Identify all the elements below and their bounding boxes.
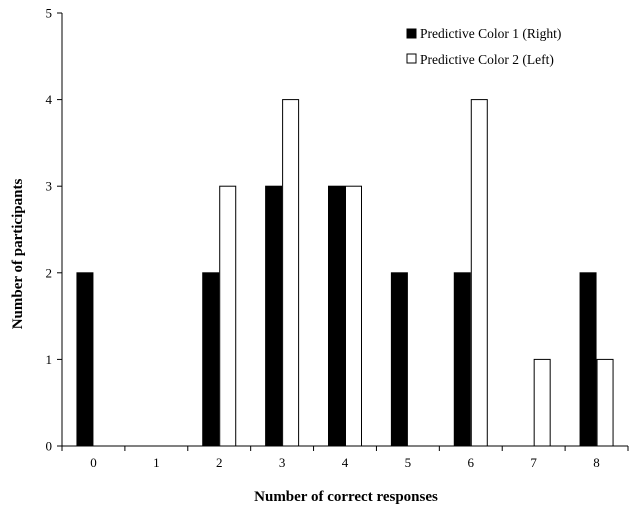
bar-series-1-category-4 — [328, 185, 345, 447]
bar-series-1-category-5 — [390, 272, 408, 447]
x-axis-title: Number of correct responses — [254, 489, 438, 505]
x-tick-label: 5 — [405, 455, 412, 470]
legend-swatch-series-2 — [406, 53, 417, 64]
y-tick-label: 3 — [46, 179, 53, 194]
y-axis-ticks: 0 1 2 3 4 5 — [46, 6, 62, 454]
y-axis-title: Number of participants — [10, 179, 26, 330]
bar-series-1-category-3 — [265, 185, 283, 447]
legend-swatch-series-1 — [406, 28, 417, 39]
legend-label-series-2: Predictive Color 2 (Left) — [420, 52, 554, 67]
x-tick-label: 7 — [530, 455, 537, 470]
bar-series-2-category-6 — [470, 99, 488, 447]
bar-series-1-category-0 — [76, 272, 94, 447]
legend-label-series-1: Predictive Color 1 (Right) — [420, 26, 561, 41]
bars — [76, 99, 614, 447]
bar-series-2-category-2 — [219, 185, 237, 447]
bar-series-2-category-4 — [345, 185, 362, 447]
bar-series-1-category-6 — [453, 272, 471, 447]
y-tick-label: 2 — [46, 265, 53, 280]
x-tick-label: 2 — [216, 455, 223, 470]
bar-series-2-category-3 — [282, 99, 300, 447]
x-tick-label: 4 — [342, 455, 349, 470]
y-tick-label: 0 — [46, 439, 53, 454]
y-tick-label: 5 — [46, 6, 53, 21]
bar-series-2-category-7 — [533, 358, 551, 447]
bar-series-1-category-2 — [202, 272, 220, 447]
x-axis-ticks: 0 1 2 3 4 5 6 7 8 — [61, 446, 629, 470]
x-tick-label: 8 — [593, 455, 600, 470]
x-tick-label: 0 — [90, 455, 97, 470]
bar-series-2-category-8 — [596, 358, 614, 447]
x-tick-label: 1 — [153, 455, 160, 470]
x-tick-label: 3 — [279, 455, 286, 470]
bar-series-1-category-8 — [579, 272, 597, 447]
y-tick-label: 1 — [46, 352, 53, 367]
legend: Predictive Color 1 (Right) Predictive Co… — [406, 26, 561, 67]
y-tick-label: 4 — [46, 92, 53, 107]
x-tick-label: 6 — [468, 455, 475, 470]
